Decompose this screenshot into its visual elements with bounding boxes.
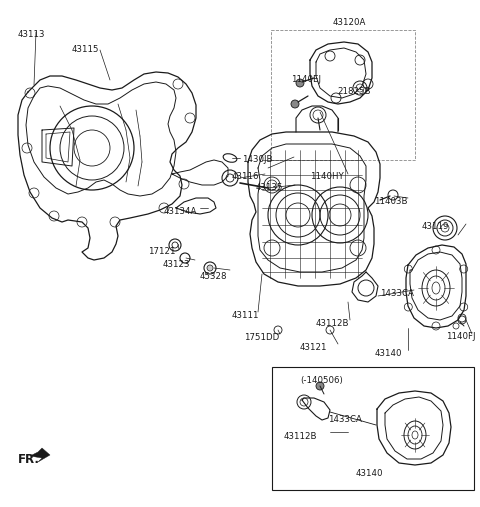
Text: (-140506): (-140506) bbox=[300, 376, 343, 385]
Text: 43135: 43135 bbox=[256, 183, 284, 192]
Bar bbox=[271, 30, 415, 160]
Text: 1433CA: 1433CA bbox=[328, 415, 362, 424]
Text: 43140: 43140 bbox=[375, 349, 403, 358]
Text: 1140FJ: 1140FJ bbox=[446, 332, 476, 341]
Text: 1433CA: 1433CA bbox=[380, 289, 414, 298]
Text: 43140: 43140 bbox=[356, 469, 384, 478]
Text: 43113: 43113 bbox=[18, 30, 46, 39]
Circle shape bbox=[296, 79, 304, 87]
Text: 17121: 17121 bbox=[148, 247, 176, 256]
Circle shape bbox=[316, 382, 324, 390]
Text: 45328: 45328 bbox=[200, 272, 228, 281]
Text: FR.: FR. bbox=[18, 453, 40, 466]
Text: 43115: 43115 bbox=[72, 45, 99, 54]
Circle shape bbox=[207, 265, 213, 271]
Polygon shape bbox=[30, 448, 50, 462]
Text: 43121: 43121 bbox=[300, 343, 327, 352]
Bar bbox=[272, 367, 474, 490]
Text: 11403B: 11403B bbox=[374, 197, 408, 206]
Text: 43119: 43119 bbox=[422, 222, 449, 231]
Text: 1751DD: 1751DD bbox=[244, 333, 279, 342]
Text: 43112B: 43112B bbox=[284, 432, 317, 441]
Text: 43111: 43111 bbox=[232, 311, 260, 320]
Text: 1140EJ: 1140EJ bbox=[291, 75, 321, 84]
Text: 43123: 43123 bbox=[163, 260, 191, 269]
Text: 1140HY: 1140HY bbox=[310, 172, 344, 181]
Text: 21825B: 21825B bbox=[337, 87, 371, 96]
Text: 43134A: 43134A bbox=[164, 207, 197, 216]
Circle shape bbox=[291, 100, 299, 108]
Text: 43112B: 43112B bbox=[316, 319, 349, 328]
Text: 1430JB: 1430JB bbox=[242, 155, 273, 164]
Text: 43120A: 43120A bbox=[333, 18, 366, 27]
Text: 43116: 43116 bbox=[232, 172, 260, 181]
